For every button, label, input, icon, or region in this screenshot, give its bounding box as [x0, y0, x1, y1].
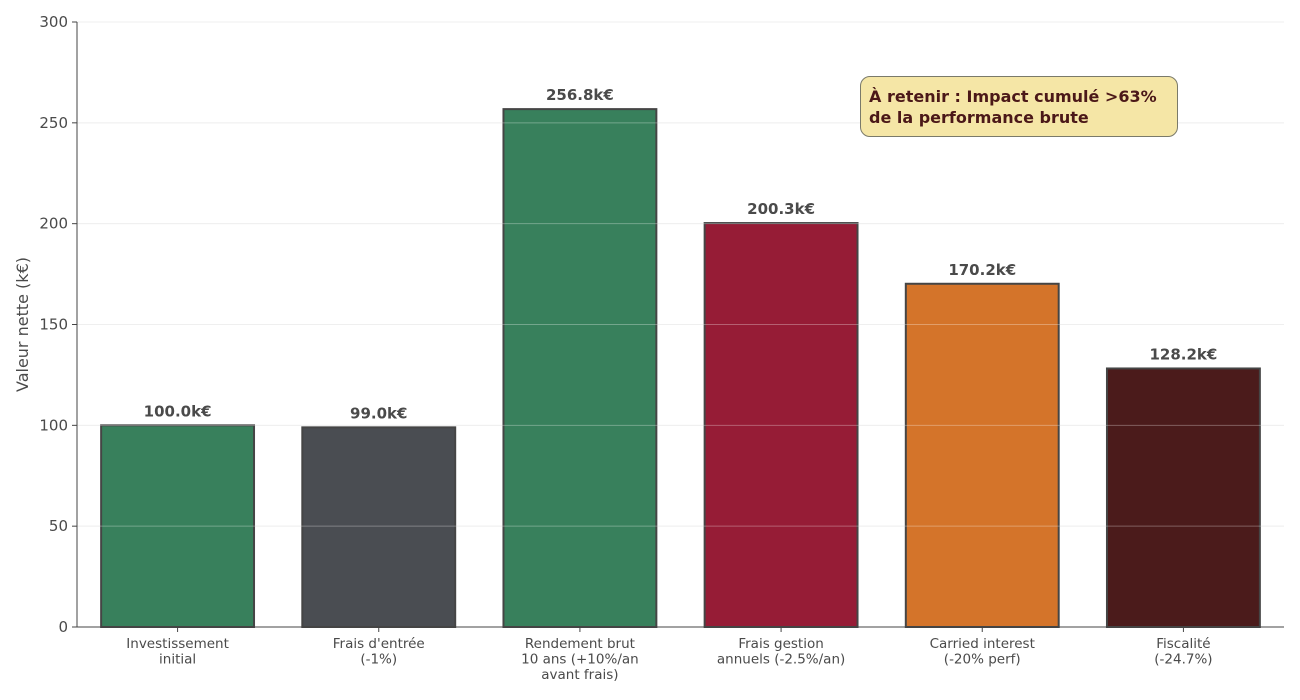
x-tick-label-1-line-0: Frais d'entrée [333, 636, 425, 652]
x-tick-label-0: Investissement initial [126, 636, 229, 668]
x-tick-label-3: Frais gestion annuels (-2.5%/an) [717, 636, 845, 668]
value-label-5: 128.2k€ [1149, 345, 1217, 363]
y-axis-title: Valeur nette (k€) [13, 257, 32, 392]
value-label-4: 170.2k€ [948, 261, 1016, 279]
bar-3 [703, 222, 859, 628]
y-tick-label-2: 100 [39, 416, 68, 434]
y-tick-label-3: 150 [39, 316, 68, 334]
x-tick-label-1-line-1: (-1%) [360, 652, 397, 668]
x-tick-label-3-line-0: Frais gestion [738, 636, 823, 652]
bar-2 [502, 108, 658, 629]
x-tick-label-4: Carried interest (-20% perf) [930, 636, 1035, 668]
annotation-line-2: de la performance brute [869, 108, 1089, 127]
value-label-3: 200.3k€ [747, 200, 815, 218]
x-tick-label-5-line-1: (-24.7%) [1154, 652, 1212, 668]
x-tick-label-5: Fiscalité (-24.7%) [1154, 636, 1212, 668]
x-tick-label-3-line-1: annuels (-2.5%/an) [717, 652, 845, 668]
bar-1 [301, 426, 457, 628]
bar-5 [1105, 367, 1261, 628]
x-tick-label-1: Frais d'entrée (-1%) [333, 636, 425, 668]
x-tick-label-2-line-1: 10 ans (+10%/an [521, 652, 639, 668]
x-tick-label-0-line-1: initial [159, 652, 196, 668]
value-label-1: 99.0k€ [350, 404, 407, 422]
x-tick-label-2: Rendement brut 10 ans (+10%/an avant frais… [521, 636, 639, 683]
x-tick-label-5-line-0: Fiscalité [1156, 636, 1210, 652]
x-tick-label-4-line-0: Carried interest [930, 636, 1035, 652]
annotation-box: À retenir : Impact cumulé >63% de la per… [860, 76, 1178, 137]
y-tick-label-4: 200 [39, 215, 68, 233]
x-tick-label-4-line-1: (-20% perf) [944, 652, 1021, 668]
y-tick-label-0: 0 [58, 618, 68, 636]
y-tick-label-1: 50 [49, 517, 68, 535]
annotation-line-1: À retenir : Impact cumulé >63% [869, 87, 1157, 106]
value-label-0: 100.0k€ [144, 402, 212, 420]
y-tick-label-6: 300 [39, 13, 68, 31]
bar-4 [904, 282, 1060, 628]
value-label-2: 256.8k€ [546, 86, 614, 104]
x-tick-label-2-line-0: Rendement brut [525, 636, 635, 652]
x-tick-label-0-line-0: Investissement [126, 636, 229, 652]
x-tick-label-2-line-2: avant frais) [541, 667, 618, 683]
y-tick-label-5: 250 [39, 114, 68, 132]
